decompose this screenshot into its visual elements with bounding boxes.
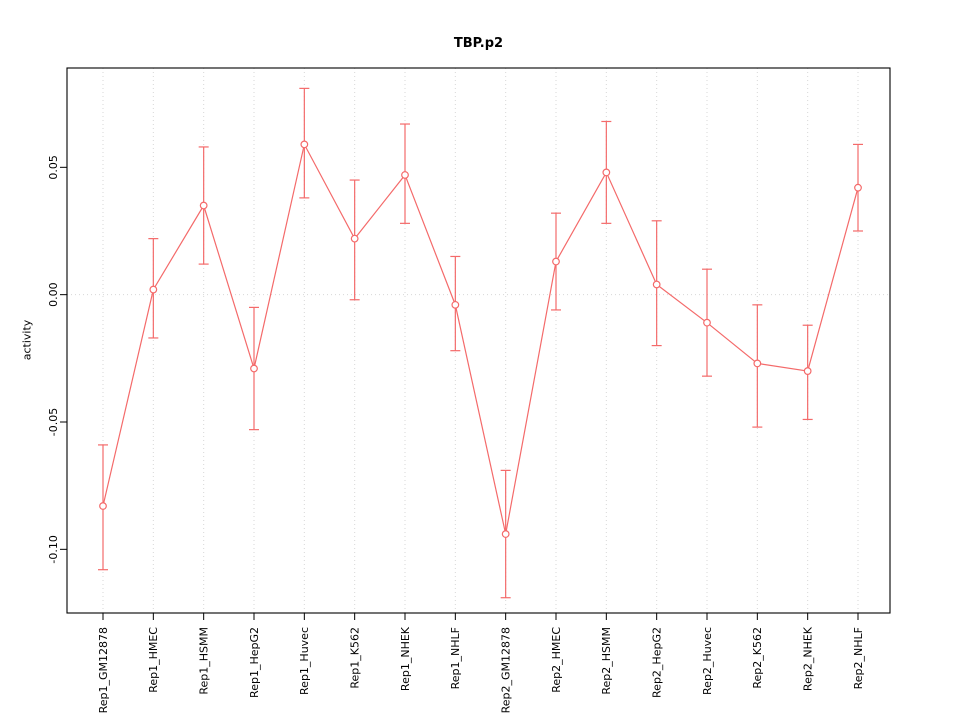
- x-tick-label: Rep2_NHLF: [852, 627, 865, 689]
- x-tick-label: Rep2_HSMM: [600, 627, 613, 695]
- x-tick-label: Rep1_K562: [349, 627, 362, 689]
- data-point: [501, 530, 510, 538]
- data-point: [350, 234, 359, 243]
- x-tick-label: Rep2_K562: [751, 627, 764, 689]
- data-point: [401, 171, 409, 179]
- data-point: [854, 183, 862, 192]
- data-point: [149, 285, 158, 294]
- data-point: [451, 300, 460, 309]
- y-tick-label: -0.05: [47, 408, 60, 436]
- x-tick-label: Rep1_HepG2: [248, 627, 261, 698]
- series-line: [102, 142, 859, 535]
- data-point: [199, 201, 208, 210]
- data-point: [99, 502, 107, 510]
- y-axis-label: activity: [20, 319, 34, 361]
- x-tick-label: Rep1_NHEK: [399, 626, 412, 691]
- y-tick-label: -0.10: [47, 535, 60, 563]
- x-tick-label: Rep1_Huvec: [298, 627, 311, 695]
- data-point: [703, 318, 711, 327]
- plot-border: [66, 67, 891, 614]
- x-tick-label: Rep1_HMEC: [147, 627, 160, 693]
- x-tick-label: Rep2_HMEC: [550, 627, 563, 693]
- data-point: [803, 367, 812, 375]
- data-point: [552, 257, 560, 266]
- y-tick-label: 0.05: [47, 155, 60, 180]
- x-tick-label: Rep2_Huvec: [701, 627, 714, 695]
- x-tick-label: Rep1_HSMM: [198, 627, 211, 695]
- data-point: [753, 359, 762, 368]
- x-tick-label: Rep1_GM12878: [97, 627, 110, 713]
- x-tick-label: Rep2_NHEK: [802, 626, 815, 691]
- data-point: [652, 280, 661, 289]
- data-point: [300, 140, 309, 149]
- x-tick-label: Rep1_NHLF: [449, 627, 462, 689]
- y-tick-label: 0.00: [47, 282, 60, 307]
- data-point: [250, 364, 258, 373]
- data-point: [602, 168, 611, 177]
- x-tick-label: Rep2_GM12878: [500, 627, 513, 713]
- x-tick-label: Rep2_HepG2: [651, 627, 664, 698]
- chart-title: TBP.p2: [453, 36, 504, 51]
